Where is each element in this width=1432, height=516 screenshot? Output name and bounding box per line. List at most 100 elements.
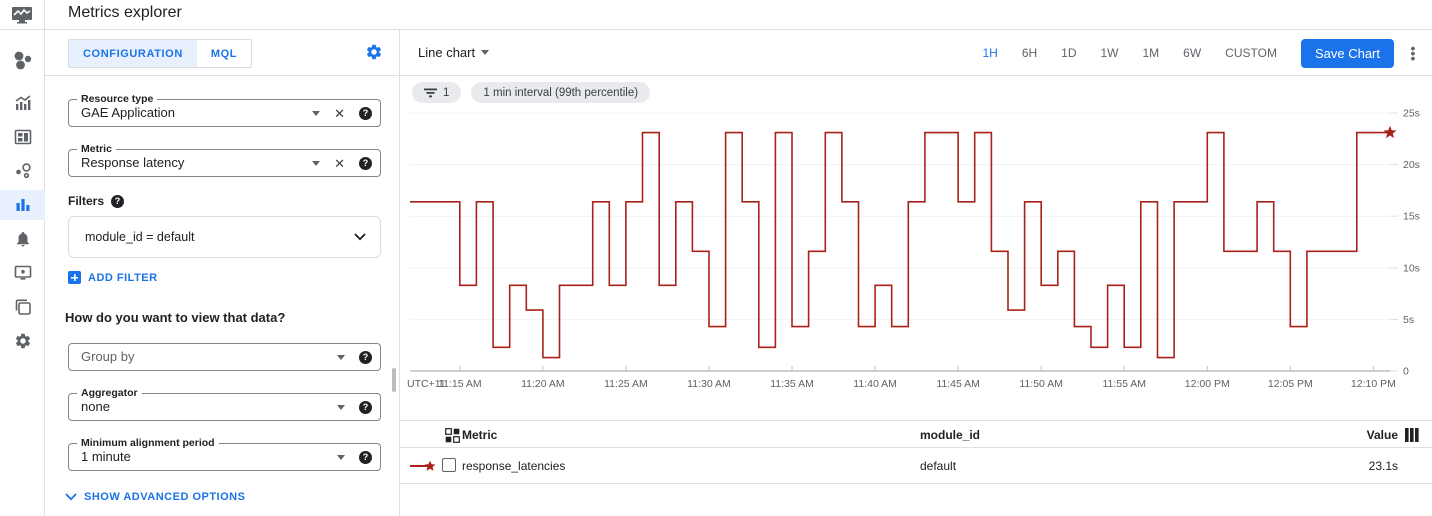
sidebar-item-dashboards[interactable] [0,122,45,152]
dropdown-caret-icon[interactable] [312,110,321,116]
series-legend-marker [410,460,436,471]
resource-type-label: Resource type [77,93,158,105]
sidebar-item-groups[interactable] [0,292,45,322]
svg-text:11:40 AM: 11:40 AM [853,378,897,390]
chart-type-label: Line chart [418,45,476,60]
config-settings-gear[interactable] [365,43,383,66]
metrics-icon [15,95,30,110]
time-range-1d[interactable]: 1D [1061,46,1077,60]
chevron-down-icon [65,493,77,501]
tab-mql[interactable]: MQL [196,40,252,67]
column-header-module-id[interactable]: module_id [920,428,981,442]
filters-label-text: Filters [68,194,105,208]
svg-text:12:00 PM: 12:00 PM [1185,378,1230,390]
svg-text:11:25 AM: 11:25 AM [604,378,648,390]
sidebar-item-settings[interactable] [0,326,45,356]
interval-chip[interactable]: 1 min interval (99th percentile) [471,82,651,103]
config-scrollbar[interactable] [392,368,396,392]
show-advanced-options-label: SHOW ADVANCED OPTIONS [84,491,246,503]
filter-count-chip[interactable]: 1 [412,82,462,103]
sidebar-item-uptime-checks[interactable] [0,258,45,288]
chart-chips: 1 1 min interval (99th percentile) [412,82,651,103]
more-options-icon[interactable]: • • • [1410,39,1416,66]
groups-icon [15,299,31,315]
resource-type-value: GAE Application [81,105,175,120]
svg-text:11:30 AM: 11:30 AM [687,378,731,390]
dropdown-caret-icon[interactable] [337,454,345,460]
time-range-6w[interactable]: 6W [1183,46,1202,60]
metric-label: Metric [77,143,116,155]
svg-text:10s: 10s [1403,262,1420,274]
clear-icon[interactable]: ✕ [334,105,345,121]
help-icon[interactable]: ? [359,400,372,414]
help-icon[interactable]: ? [359,106,372,120]
column-chooser-icon[interactable] [1404,428,1420,442]
help-icon[interactable]: ? [359,450,372,464]
group-by-field[interactable]: Group by ? [68,343,381,371]
add-filter-label: ADD FILTER [88,271,158,284]
monitoring-overview-icon [14,51,31,70]
filter-expression: module_id = default [85,230,195,244]
legend-table-header: Metric module_id Value [400,420,1432,448]
legend-table: Metric module_id Value response_latencie… [400,420,1432,484]
cell-value: 23.1s [1368,459,1398,473]
svg-text:11:20 AM: 11:20 AM [521,378,565,390]
latency-chart[interactable]: 0 5s 10s 15s 20s 25s 11:15 AM 11:20 AM 11:25 AM 1… [400,100,1432,430]
configuration-panel: CONFIGURATION MQL Resource type GAE Appl… [45,30,400,516]
svg-text:25s: 25s [1403,108,1420,120]
metric-field[interactable]: Metric Response latency ✕ ? [68,143,381,177]
sidebar-item-alerting[interactable] [0,224,45,254]
dropdown-caret-icon[interactable] [337,404,345,410]
aggregator-field[interactable]: Aggregator none ? [68,387,381,421]
column-header-metric[interactable]: Metric [462,428,498,442]
add-filter-button[interactable]: ADD FILTER [68,271,158,284]
help-icon[interactable]: ? [359,156,372,170]
svg-text:11:15 AM: 11:15 AM [438,378,482,390]
table-row[interactable]: response_latencies default 23.1s [400,448,1432,484]
svg-text:UTC+11: UTC+11 [407,378,446,390]
dropdown-caret-icon[interactable] [312,160,321,166]
page-title: Metrics explorer [68,4,182,21]
svg-text:5s: 5s [1403,314,1414,326]
filter-chip-card[interactable]: module_id = default [68,216,381,258]
dashboards-icon [14,129,31,145]
save-chart-button[interactable]: Save Chart [1300,38,1394,68]
help-icon[interactable]: ? [111,194,125,208]
time-range-custom[interactable]: CUSTOM [1225,46,1277,60]
metrics-explorer-icon [16,199,29,211]
latency-chart-svg: 0 5s 10s 15s 20s 25s 11:15 AM 11:20 AM 11:25 AM 1… [407,108,1420,391]
column-header-value[interactable]: Value [1366,428,1398,442]
top-header: Metrics explorer [0,0,1432,30]
help-icon[interactable]: ? [359,350,372,364]
time-range-6h[interactable]: 6H [1021,46,1038,60]
svg-text:11:35 AM: 11:35 AM [770,378,814,390]
sidebar-item-services[interactable] [0,156,45,186]
sidebar-item-monitoring-overview[interactable] [0,40,45,80]
dropdown-caret-icon [481,50,490,55]
clear-icon[interactable]: ✕ [334,155,345,171]
sidebar-item-metrics[interactable] [0,88,45,118]
time-range-1m[interactable]: 1M [1142,46,1160,60]
show-advanced-options-button[interactable]: SHOW ADVANCED OPTIONS [65,491,245,503]
config-toolbar: CONFIGURATION MQL [45,30,399,76]
row-checkbox[interactable] [442,458,456,472]
time-range-1h[interactable]: 1H [982,46,998,60]
sidebar-item-metrics-explorer[interactable] [0,190,45,220]
svg-text:11:50 AM: 11:50 AM [1019,378,1063,390]
monitoring-logo-cell[interactable] [0,0,45,30]
tab-configuration[interactable]: CONFIGURATION [69,40,197,67]
min-alignment-field[interactable]: Minimum alignment period 1 minute ? [68,437,381,471]
gear-icon [366,44,382,60]
svg-text:12:10 PM: 12:10 PM [1351,378,1396,390]
aggregator-value: none [81,399,110,414]
chevron-down-icon [354,233,366,241]
interval-label: 1 min interval (99th percentile) [483,86,639,99]
svg-text:11:45 AM: 11:45 AM [936,378,980,390]
dropdown-caret-icon[interactable] [337,354,345,360]
chart-type-dropdown[interactable]: Line chart [418,45,490,60]
min-alignment-label: Minimum alignment period [77,437,219,449]
time-range-1w[interactable]: 1W [1100,46,1119,60]
select-all-icon[interactable] [445,428,460,443]
metric-value: Response latency [81,155,185,170]
resource-type-field[interactable]: Resource type GAE Application ✕ ? [68,93,381,127]
